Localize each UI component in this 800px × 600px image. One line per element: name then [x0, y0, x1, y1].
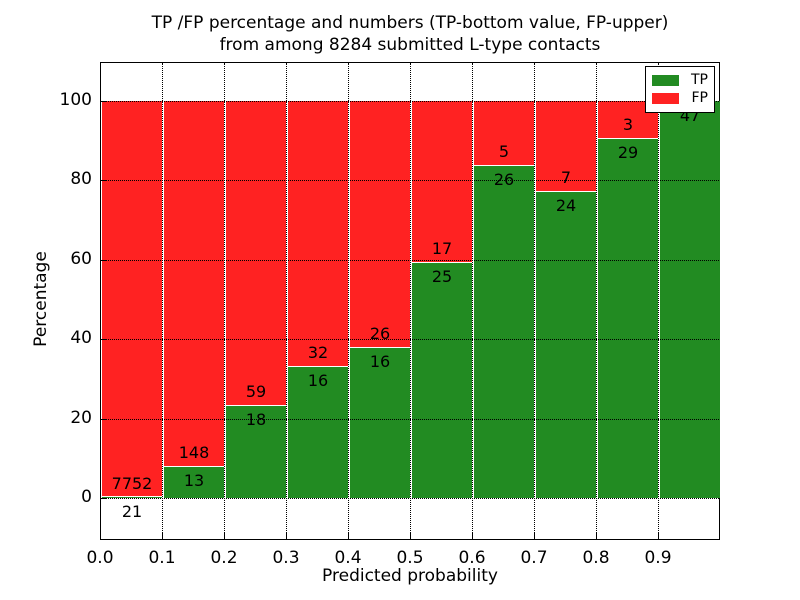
- y-axis-label: Percentage: [31, 251, 51, 347]
- y-tick-label: 80: [70, 169, 92, 190]
- y-tick-label: 60: [70, 248, 92, 269]
- x-tick-label: 0.4: [334, 548, 362, 568]
- tp-segment: [411, 261, 473, 498]
- tp-count-label: 24: [555, 195, 577, 215]
- y-tickmark: [101, 259, 107, 261]
- tp-segment: [597, 138, 659, 498]
- x-gridline: [286, 63, 287, 539]
- legend-label: FP: [691, 90, 709, 107]
- x-tick-label: 0.6: [458, 548, 486, 568]
- stacked-bar-0.1: [163, 101, 225, 498]
- stacked-bar-0.5: [411, 101, 473, 498]
- x-tickmark: [348, 533, 349, 539]
- x-tickmark: [286, 533, 287, 539]
- tp-segment: [225, 405, 287, 498]
- tp-count-label: 29: [617, 143, 639, 163]
- x-tick-label: 0.0: [86, 548, 114, 568]
- stacked-bar-0.3: [287, 101, 349, 498]
- x-gridline: [534, 63, 535, 539]
- fp-swatch-icon: [652, 93, 679, 105]
- tp-count-label: 16: [307, 370, 329, 390]
- x-gridline: [348, 63, 349, 539]
- chart-title-line2: from among 8284 submitted L-type contact…: [219, 35, 601, 55]
- y-tickmark: [101, 101, 107, 102]
- x-gridline: [410, 63, 411, 539]
- y-tick-label: 40: [70, 328, 92, 349]
- x-gridline: [224, 63, 225, 539]
- x-tickmark: [410, 533, 411, 539]
- x-axis-label: Predicted probability: [322, 566, 498, 586]
- x-tickmark: [472, 533, 473, 539]
- tp-count-label: 26: [493, 170, 515, 190]
- fp-count-label: 7: [560, 167, 572, 187]
- fp-count-label: 3: [622, 115, 634, 135]
- x-tickmark: [596, 533, 597, 539]
- x-gridline: [596, 63, 597, 539]
- tp-segment: [659, 101, 721, 498]
- fp-count-label: 32: [307, 342, 329, 362]
- x-tickmark: [162, 533, 163, 539]
- tp-count-label: 13: [183, 470, 205, 490]
- tp-count-label: 16: [369, 351, 391, 371]
- legend-label: TP: [691, 71, 708, 88]
- plot-area: 7752 21 148 13 59 18 32 16 26 16 17 25 5 26 7 24 3 29 47: [100, 62, 721, 540]
- fp-count-label: 148: [178, 442, 210, 462]
- tp-segment: [473, 165, 535, 498]
- x-gridline: [162, 63, 163, 539]
- x-tick-label: 0.5: [396, 548, 424, 568]
- y-tickmark: [101, 339, 107, 341]
- x-tick-label: 0.2: [210, 548, 238, 568]
- y-tickmark: [101, 180, 107, 182]
- fp-count-label: 7752: [111, 473, 153, 493]
- chart-title-line1: TP /FP percentage and numbers (TP-bottom…: [151, 13, 669, 33]
- tp-segment: [535, 190, 597, 498]
- chart-title: TP /FP percentage and numbers (TP-bottom…: [152, 12, 669, 56]
- x-tick-label: 0.1: [148, 548, 176, 568]
- x-tick-label: 0.3: [272, 548, 300, 568]
- tp-segment: [349, 346, 411, 498]
- y-tickmark: [101, 498, 107, 499]
- stacked-bar-0.7: [535, 101, 597, 498]
- fp-segment: [163, 101, 225, 466]
- tp-segment: [163, 465, 225, 498]
- legend-entry-tp: TP: [652, 71, 708, 88]
- fp-count-label: 17: [431, 238, 453, 258]
- y-tick-label: 100: [59, 90, 92, 110]
- fp-count-label: 59: [245, 382, 267, 402]
- x-tick-label: 0.9: [644, 548, 672, 568]
- x-tickmark: [534, 533, 535, 539]
- y-tick-label: 20: [70, 407, 92, 428]
- legend-entry-fp: FP: [652, 91, 708, 106]
- stacked-bar-0.8: [597, 101, 659, 498]
- fp-segment: [287, 101, 349, 366]
- fp-count-label: 26: [369, 323, 391, 343]
- x-tick-label: 0.7: [520, 548, 548, 568]
- fp-count-label: 5: [498, 142, 510, 162]
- y-tick-label: 0: [81, 487, 92, 507]
- x-gridline: [658, 63, 659, 539]
- x-tickmark: [658, 533, 659, 539]
- stacked-bar-0.2: [225, 101, 287, 498]
- tp-count-label: 25: [431, 266, 453, 286]
- stacked-bar-0.4: [349, 101, 411, 498]
- x-tickmark: [224, 533, 225, 539]
- tp-count-label: 21: [121, 501, 143, 521]
- fp-segment: [349, 101, 411, 347]
- fp-segment: [101, 101, 163, 497]
- stacked-bar-0.9: [659, 101, 721, 498]
- fp-segment: [225, 101, 287, 406]
- x-tick-label: 0.8: [582, 548, 610, 568]
- tp-swatch-icon: [652, 74, 679, 86]
- tp-count-label: 18: [245, 410, 267, 430]
- x-gridline: [472, 63, 473, 539]
- legend: TP FP: [645, 66, 715, 113]
- fp-segment: [535, 101, 597, 191]
- stacked-bar-0.6: [473, 101, 535, 498]
- stacked-bar-0.0: [101, 101, 163, 498]
- y-tickmark: [101, 418, 107, 420]
